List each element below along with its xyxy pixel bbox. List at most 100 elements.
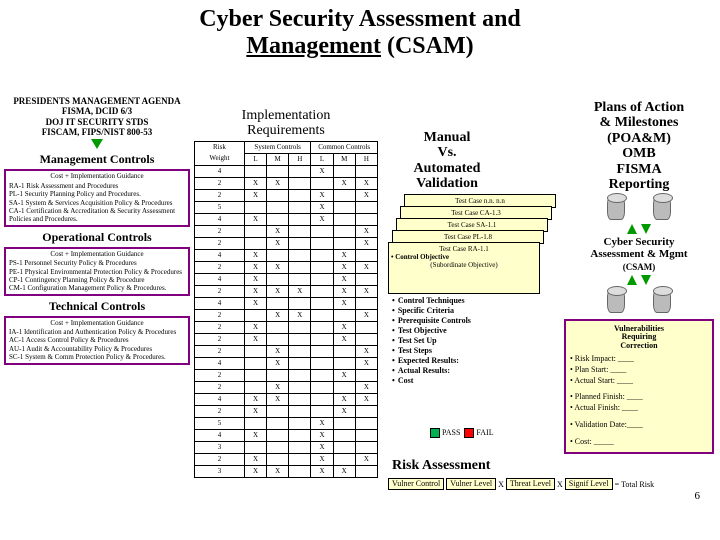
arrow-up-icon [627, 275, 637, 285]
cylinder-pair-bot [564, 289, 714, 313]
ops-r2: PE-1 Physical Environmental Protection P… [9, 268, 185, 276]
ops-r3: CP-1 Contingency Planning Policy & Proce… [9, 276, 185, 284]
vuln-hdr: VulnerabilitiesRequiringCorrection [570, 325, 708, 351]
pass-label: PASS [442, 428, 460, 437]
bl-g: Expected Results: [392, 356, 522, 366]
agenda-1: PRESIDENTS MANAGEMENT AGENDA [4, 96, 190, 106]
arrow-down-icon [91, 139, 103, 149]
ops-box: Cost + Implementation Guidance PS-1 Pers… [4, 247, 190, 296]
ops-header: Operational Controls [4, 230, 190, 245]
title-suffix: (CSAM) [387, 33, 474, 59]
cylinder-icon [653, 289, 671, 313]
x2: X [557, 480, 563, 489]
fail-box [464, 428, 474, 438]
pass-box [430, 428, 440, 438]
tc-a: Test Case n.n. n.n [407, 197, 553, 205]
impl-header: Implementation Requirements [194, 108, 378, 139]
csam-2: Assessment & Mgmt [590, 248, 687, 260]
requirements-grid: RiskWeightSystem ControlsCommon Controls… [194, 141, 378, 478]
x1: X [498, 480, 504, 489]
vuln-e: • Actual Finish: ____ [570, 403, 708, 414]
green-arrows [564, 224, 714, 234]
pass-fail: PASS FAIL [430, 428, 494, 438]
csam-1: Cyber Security [604, 236, 675, 248]
rbox-vc: Vulner Control [388, 478, 444, 490]
impl-h2: Requirements [247, 123, 325, 138]
risk-header: Risk Assessment [392, 458, 490, 474]
tc-c: Test Case SA-1.1 [399, 221, 545, 229]
cylinder-pair-top [564, 196, 714, 220]
title-line2: Management [246, 33, 381, 59]
mgmt-r2: PL-1 Security Planning Policy and Proced… [9, 190, 185, 198]
eq: = [615, 480, 620, 489]
tech-r2: AC-1 Access Control Policy & Procedures [9, 336, 185, 344]
poa-5: FISMA [616, 162, 661, 177]
bl-a: Control Techniques [392, 296, 522, 306]
ops-cost: Cost + Implementation Guidance [9, 250, 185, 258]
rbox-vl: Vulner Level [446, 478, 496, 490]
manual-vs-auto: Manual Vs. Automated Validation [388, 130, 506, 192]
agenda-2: FISMA, DCID 6/3 [4, 106, 190, 116]
rbox-tr: Total Risk [621, 480, 654, 489]
bl-f: Test Steps [392, 346, 522, 356]
arrow-up-icon [627, 224, 637, 234]
mgmt-box: Cost + Implementation Guidance RA-1 Risk… [4, 169, 190, 226]
tech-box: Cost + Implementation Guidance IA-1 Iden… [4, 316, 190, 365]
arrow-down-icon [641, 275, 651, 285]
tech-r4: SC-1 System & Comm Protection Policy & P… [9, 353, 185, 361]
mgmt-r4: CA-1 Certification & Accreditation & Sec… [9, 207, 185, 224]
tc-d: Test Case PL-1.8 [395, 233, 541, 241]
tc-sub: (Subordinate Objective) [391, 261, 537, 269]
vuln-c: • Actual Start: ____ [570, 376, 708, 387]
cylinder-icon [607, 289, 625, 313]
card-5: Test Case RA-1.1 • Control Objective (Su… [388, 242, 540, 294]
csam-label: Cyber Security Assessment & Mgmt (CSAM) [564, 236, 714, 272]
poa-6: Reporting [609, 177, 670, 192]
mgmt-r1: RA-1 Risk Assessment and Procedures [9, 182, 185, 190]
bullet-list: Control Techniques Specific Criteria Pre… [392, 296, 522, 386]
manual-l3: Automated Validation [414, 161, 481, 191]
bl-e: Test Set Up [392, 336, 522, 346]
right-column: Plans of Action & Milestones (POA&M) OMB… [564, 100, 714, 454]
tc-e: Test Case RA-1.1 [391, 245, 537, 253]
page-number: 6 [695, 490, 701, 502]
rbox-sl: Signif Level [565, 478, 613, 490]
bl-h: Actual Results: [392, 366, 522, 376]
agenda-3: DOJ IT SECURITY STDS [4, 117, 190, 127]
poa-3: (POA&M) [607, 131, 671, 146]
green-arrows-2 [564, 275, 714, 285]
poa-1: Plans of Action [594, 100, 684, 115]
vuln-a: • Risk Impact: ____ [570, 354, 708, 365]
middle-column: Implementation Requirements RiskWeightSy… [194, 108, 378, 478]
bl-b: Specific Criteria [392, 306, 522, 316]
left-column: PRESIDENTS MANAGEMENT AGENDA FISMA, DCID… [4, 96, 190, 365]
tech-header: Technical Controls [4, 299, 190, 314]
title-line1: Cyber Security Assessment and [199, 6, 521, 32]
csam-3: (CSAM) [623, 262, 656, 272]
vuln-b: • Plan Start: ____ [570, 365, 708, 376]
fail-label: FAIL [476, 428, 493, 437]
cylinder-icon [607, 196, 625, 220]
impl-h1: Implementation [242, 108, 331, 123]
ops-r1: PS-1 Personnel Security Policy & Procedu… [9, 259, 185, 267]
mgmt-r3: SA-1 System & Services Acquisition Polic… [9, 199, 185, 207]
poa-2: & Milestones [600, 115, 679, 130]
vuln-d: • Planned Finish: ____ [570, 392, 708, 403]
poa-4: OMB [622, 146, 655, 161]
vuln-g: • Cost: _____ [570, 437, 708, 448]
tech-r3: AU-1 Audit & Accountability Policy & Pro… [9, 345, 185, 353]
cylinder-icon [653, 196, 671, 220]
agenda-block: PRESIDENTS MANAGEMENT AGENDA FISMA, DCID… [4, 96, 190, 137]
bl-d: Test Objective [392, 326, 522, 336]
manual-l2: Vs. [437, 145, 456, 160]
manual-l1: Manual [424, 130, 471, 145]
poa-block: Plans of Action & Milestones (POA&M) OMB… [564, 100, 714, 192]
risk-equation: Vulner Control Vulner Level X Threat Lev… [388, 478, 654, 490]
rbox-tl: Threat Level [506, 478, 555, 490]
bl-i: Cost [392, 376, 522, 386]
vuln-f: • Validation Date:____ [570, 420, 708, 431]
tc-b: Test Case CA-1.3 [403, 209, 549, 217]
tc-obj: • Control Objective [391, 253, 537, 261]
page-title: Cyber Security Assessment and Management… [0, 0, 720, 62]
mgmt-cost: Cost + Implementation Guidance [9, 172, 185, 180]
